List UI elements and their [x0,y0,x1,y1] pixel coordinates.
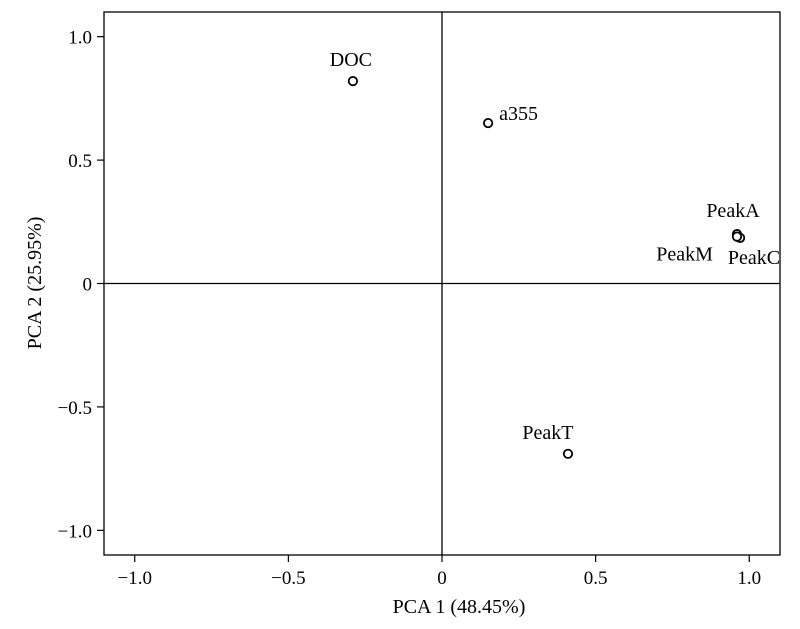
x-axis-label: PCA 1 (48.45%) [393,596,526,618]
y-axis-label: PCA 2 (25.95%) [24,217,46,350]
x-tick-label: −0.5 [271,568,305,589]
point-marker-doc [347,76,358,87]
y-axis-ticks: −1.0 −0.5 0 0.5 1.0 [58,28,104,542]
data-points: DOC a355 PeakA PeakC PeakM PeakT [330,49,780,459]
y-tick-label: 1.0 [68,28,92,49]
y-tick-label: 0 [83,275,93,296]
x-tick-label: −1.0 [117,568,151,589]
point-label-peaka: PeakA [706,200,760,222]
x-tick-label: 1.0 [737,568,761,589]
point-label-peakc: PeakC [728,247,780,269]
x-tick-label: 0 [437,568,447,589]
point-label-peakt: PeakT [522,422,573,444]
reference-lines [104,12,780,555]
point-marker-peakm [731,231,743,242]
y-tick-label: 0.5 [68,151,92,172]
point-label-doc: DOC [330,49,372,71]
y-tick-label: −0.5 [58,398,92,419]
point-label-a355: a355 [499,103,538,125]
x-axis-ticks: −1.0 −0.5 0 0.5 1.0 [117,555,761,589]
point-marker-a355 [482,117,494,129]
point-marker-peakt [562,448,574,459]
y-tick-label: −1.0 [58,521,92,542]
point-label-peakm: PeakM [656,244,713,266]
x-tick-label: 0.5 [584,568,608,589]
